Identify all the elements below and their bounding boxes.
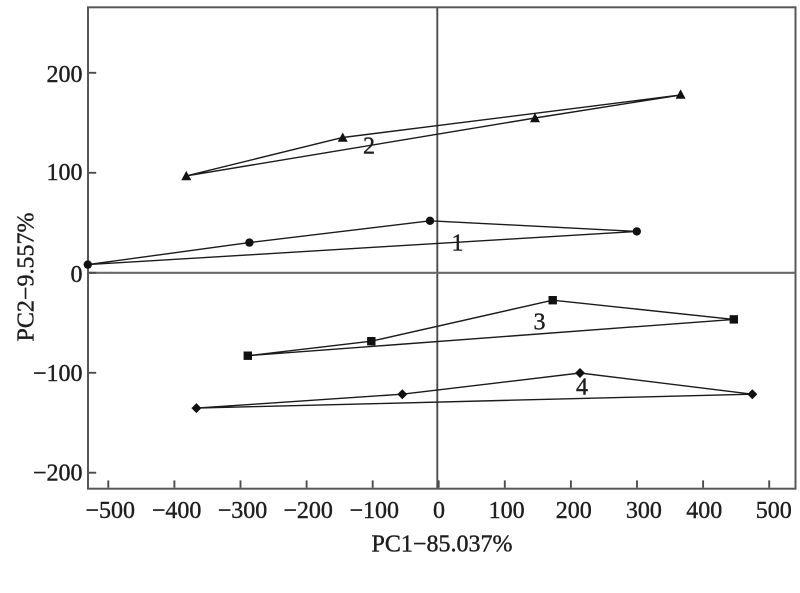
svg-text:100: 100 — [47, 160, 83, 186]
svg-text:2: 2 — [363, 134, 375, 160]
svg-text:0: 0 — [433, 498, 445, 524]
svg-text:−200: −200 — [283, 498, 333, 524]
svg-text:PC1−85.037%: PC1−85.037% — [372, 532, 513, 558]
svg-text:200: 200 — [556, 498, 592, 524]
svg-text:−200: −200 — [33, 460, 83, 486]
svg-text:4: 4 — [576, 375, 588, 401]
svg-text:3: 3 — [534, 310, 546, 336]
svg-text:400: 400 — [686, 498, 722, 524]
svg-text:−300: −300 — [218, 498, 268, 524]
svg-text:PC2−9.557%: PC2−9.557% — [14, 213, 40, 342]
svg-text:100: 100 — [489, 498, 525, 524]
svg-text:500: 500 — [756, 498, 792, 524]
svg-text:200: 200 — [47, 62, 83, 88]
svg-text:−500: −500 — [85, 498, 135, 524]
svg-text:0: 0 — [71, 262, 83, 288]
svg-text:1: 1 — [452, 231, 464, 257]
svg-text:−100: −100 — [33, 361, 83, 387]
svg-text:300: 300 — [626, 498, 662, 524]
svg-text:−100: −100 — [350, 498, 400, 524]
svg-text:−400: −400 — [152, 498, 202, 524]
